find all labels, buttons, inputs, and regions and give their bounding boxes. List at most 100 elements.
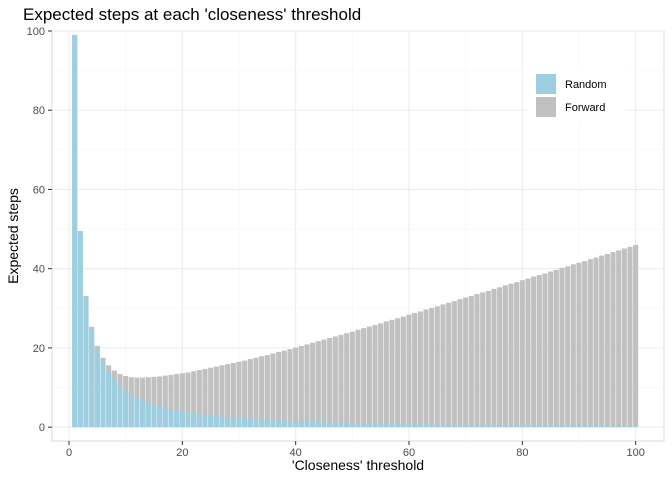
forward-bar (372, 324, 378, 428)
legend-swatch-random (536, 74, 556, 94)
random-bar (355, 423, 361, 428)
forward-bar (582, 261, 588, 428)
forward-bar (451, 301, 457, 428)
random-bar (497, 425, 503, 428)
random-bar (621, 426, 627, 428)
random-bar (514, 425, 520, 428)
forward-bar (429, 307, 435, 428)
random-bar (548, 425, 554, 428)
forward-bar (440, 304, 446, 428)
random-bar (349, 422, 355, 428)
forward-bar (548, 271, 554, 428)
forward-bar (202, 368, 208, 428)
legend-label-forward: Forward (565, 102, 605, 114)
forward-bar (344, 333, 350, 428)
forward-bar (412, 313, 418, 428)
random-bar (451, 424, 457, 428)
random-bar (389, 423, 395, 428)
chart-title: Expected steps at each 'closeness' thres… (23, 5, 361, 24)
random-bar (536, 425, 542, 428)
random-bar (599, 426, 605, 428)
random-bar (157, 406, 163, 428)
y-tick-label: 0 (39, 422, 45, 434)
forward-bar (446, 302, 452, 428)
random-bar (633, 426, 639, 428)
forward-bar (423, 309, 429, 428)
forward-bar (621, 248, 627, 428)
x-tick-label: 0 (66, 447, 72, 459)
random-bar (519, 425, 525, 428)
forward-bar (145, 377, 151, 428)
forward-bar (593, 257, 599, 428)
forward-bar (610, 252, 616, 428)
forward-bar (587, 259, 593, 428)
random-bar (185, 412, 191, 428)
forward-bar (321, 339, 327, 428)
random-bar (225, 417, 231, 428)
random-bars (72, 34, 639, 428)
random-bar (502, 425, 508, 428)
forward-bar (236, 361, 242, 428)
forward-bar (259, 356, 265, 428)
random-bar (253, 419, 259, 428)
forward-bar (213, 366, 219, 428)
forward-bar (502, 285, 508, 428)
forward-bar (383, 321, 389, 428)
forward-bar (242, 360, 248, 428)
x-axis-title: 'Closeness' threshold (292, 457, 424, 473)
forward-bar (508, 283, 514, 428)
random-bar (429, 424, 435, 428)
random-bar (576, 425, 582, 428)
random-bar (94, 349, 100, 428)
forward-bar (253, 357, 259, 428)
random-bar (327, 422, 333, 428)
random-bar (344, 422, 350, 428)
random-bar (298, 421, 304, 428)
random-bar (191, 413, 197, 428)
forward-bar (270, 353, 276, 428)
x-tick-label: 20 (176, 447, 188, 459)
random-bar (542, 425, 548, 428)
random-bar (383, 423, 389, 428)
forward-bar (378, 323, 384, 428)
forward-bar (191, 371, 197, 428)
forward-bar (604, 254, 610, 428)
random-bar (134, 397, 140, 428)
random-bar (491, 425, 497, 428)
forward-bar (474, 294, 480, 428)
forward-bar (463, 297, 469, 428)
y-tick-label: 40 (33, 264, 45, 276)
random-bar (259, 419, 265, 428)
forward-bar (208, 367, 214, 428)
random-bar (179, 411, 185, 428)
y-axis-ticks: 0 20 40 60 80 100 (27, 26, 52, 434)
forward-bar (355, 329, 361, 428)
random-bar (627, 426, 633, 428)
legend: Random Forward (527, 67, 627, 121)
forward-bar (366, 326, 372, 428)
y-tick-label: 100 (27, 26, 45, 38)
forward-bar (247, 359, 253, 428)
random-bar (242, 418, 248, 428)
forward-bar (395, 318, 401, 428)
random-bar (332, 422, 338, 428)
random-bar (610, 426, 616, 428)
random-bar (287, 420, 293, 428)
random-bar (582, 425, 588, 428)
random-bar (196, 414, 202, 428)
forward-bar (480, 292, 486, 428)
random-bar (281, 420, 287, 428)
random-bar (83, 296, 89, 428)
forward-bar (287, 349, 293, 428)
forward-bar (298, 345, 304, 428)
forward-bar (293, 347, 299, 428)
random-bar (434, 424, 440, 428)
forward-bar (468, 296, 474, 428)
x-tick-label: 60 (403, 447, 415, 459)
random-bar (468, 424, 474, 428)
x-axis-ticks: 0 20 40 60 80 100 (66, 441, 645, 459)
random-bar (77, 231, 83, 428)
random-bar (72, 34, 78, 428)
